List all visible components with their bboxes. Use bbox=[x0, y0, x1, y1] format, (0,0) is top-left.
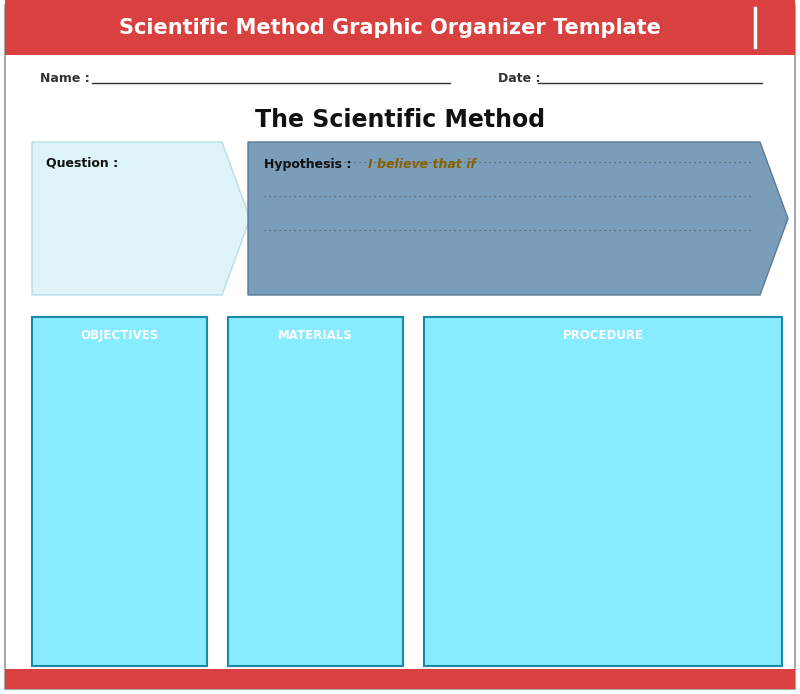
Text: PROCEDURE: PROCEDURE bbox=[562, 329, 643, 342]
Text: I believe that if: I believe that if bbox=[368, 158, 476, 171]
Polygon shape bbox=[248, 142, 788, 295]
Text: Hypothesis :: Hypothesis : bbox=[264, 158, 351, 171]
Text: The Scientific Method: The Scientific Method bbox=[255, 108, 545, 132]
Bar bbox=[5, 669, 795, 689]
Polygon shape bbox=[32, 142, 250, 295]
Text: Scientific Method Graphic Organizer Template: Scientific Method Graphic Organizer Temp… bbox=[119, 17, 661, 37]
Text: Name :: Name : bbox=[40, 71, 90, 85]
Bar bbox=[228, 317, 403, 666]
Text: Question :: Question : bbox=[46, 156, 118, 169]
Text: OBJECTIVES: OBJECTIVES bbox=[80, 329, 158, 342]
Text: MATERIALS: MATERIALS bbox=[278, 329, 353, 342]
Bar bbox=[424, 317, 782, 666]
Bar bbox=[5, 0, 795, 55]
Text: Date :: Date : bbox=[498, 71, 541, 85]
Bar bbox=[32, 317, 207, 666]
